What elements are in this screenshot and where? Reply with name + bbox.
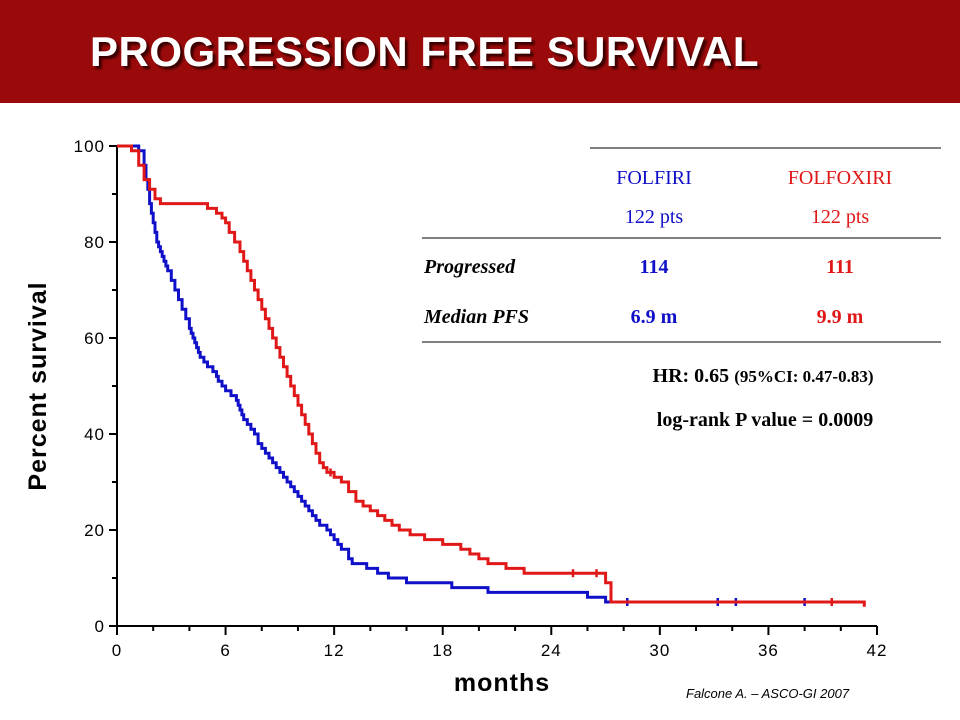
progressed-folfiri: 114 bbox=[640, 256, 669, 278]
row-label-median-pfs: Median PFS bbox=[423, 306, 529, 328]
x-axis-title: months bbox=[454, 669, 550, 697]
x-tick-label: 12 bbox=[324, 641, 345, 660]
x-tick-label: 30 bbox=[649, 641, 670, 660]
y-tick-label: 40 bbox=[84, 425, 105, 444]
x-tick-label: 18 bbox=[432, 641, 453, 660]
citation: Falcone A. – ASCO-GI 2007 bbox=[686, 686, 850, 701]
progressed-folfoxiri: 111 bbox=[826, 256, 854, 278]
hazard-ratio-ci: (95%CI: 0.47-0.83) bbox=[734, 367, 873, 386]
median-pfs-folfoxiri: 9.9 m bbox=[817, 306, 864, 328]
y-tick-label: 100 bbox=[74, 137, 105, 156]
logrank-p-value: log-rank P value = 0.0009 bbox=[657, 409, 873, 431]
hazard-ratio: HR: 0.65 (95%CI: 0.47-0.83) bbox=[653, 365, 874, 387]
row-label-progressed: Progressed bbox=[423, 256, 516, 278]
x-tick-label: 36 bbox=[758, 641, 779, 660]
y-tick-label: 60 bbox=[84, 329, 105, 348]
y-tick-label: 80 bbox=[84, 233, 105, 252]
header-folfoxiri-pts: 122 pts bbox=[811, 206, 870, 228]
chart-axes: 0 20 40 60 80 100 0 6 12 18 24 30 36 42 bbox=[74, 137, 888, 660]
x-tick-label: 42 bbox=[867, 641, 888, 660]
median-pfs-folfiri: 6.9 m bbox=[631, 306, 678, 328]
survival-curve-folfiri bbox=[117, 144, 810, 604]
survival-curve-folfoxiri bbox=[117, 144, 866, 607]
header-folfiri-pts: 122 pts bbox=[625, 206, 684, 228]
x-tick-label: 0 bbox=[112, 641, 122, 660]
x-tick-label: 24 bbox=[541, 641, 562, 660]
survival-curves bbox=[117, 144, 866, 607]
header-folfiri: FOLFIRI bbox=[616, 167, 692, 189]
results-table: FOLFIRI 122 pts FOLFOXIRI 122 pts Progre… bbox=[422, 147, 941, 431]
slide-title: PROGRESSION FREE SURVIVAL bbox=[90, 28, 760, 75]
y-axis-title: Percent survival bbox=[24, 281, 52, 490]
y-tick-label: 0 bbox=[95, 617, 105, 636]
title-banner: PROGRESSION FREE SURVIVAL bbox=[0, 0, 960, 103]
header-folfoxiri: FOLFOXIRI bbox=[788, 167, 892, 189]
x-tick-label: 6 bbox=[220, 641, 230, 660]
hazard-ratio-value: HR: 0.65 bbox=[653, 365, 730, 387]
y-tick-label: 20 bbox=[84, 521, 105, 540]
